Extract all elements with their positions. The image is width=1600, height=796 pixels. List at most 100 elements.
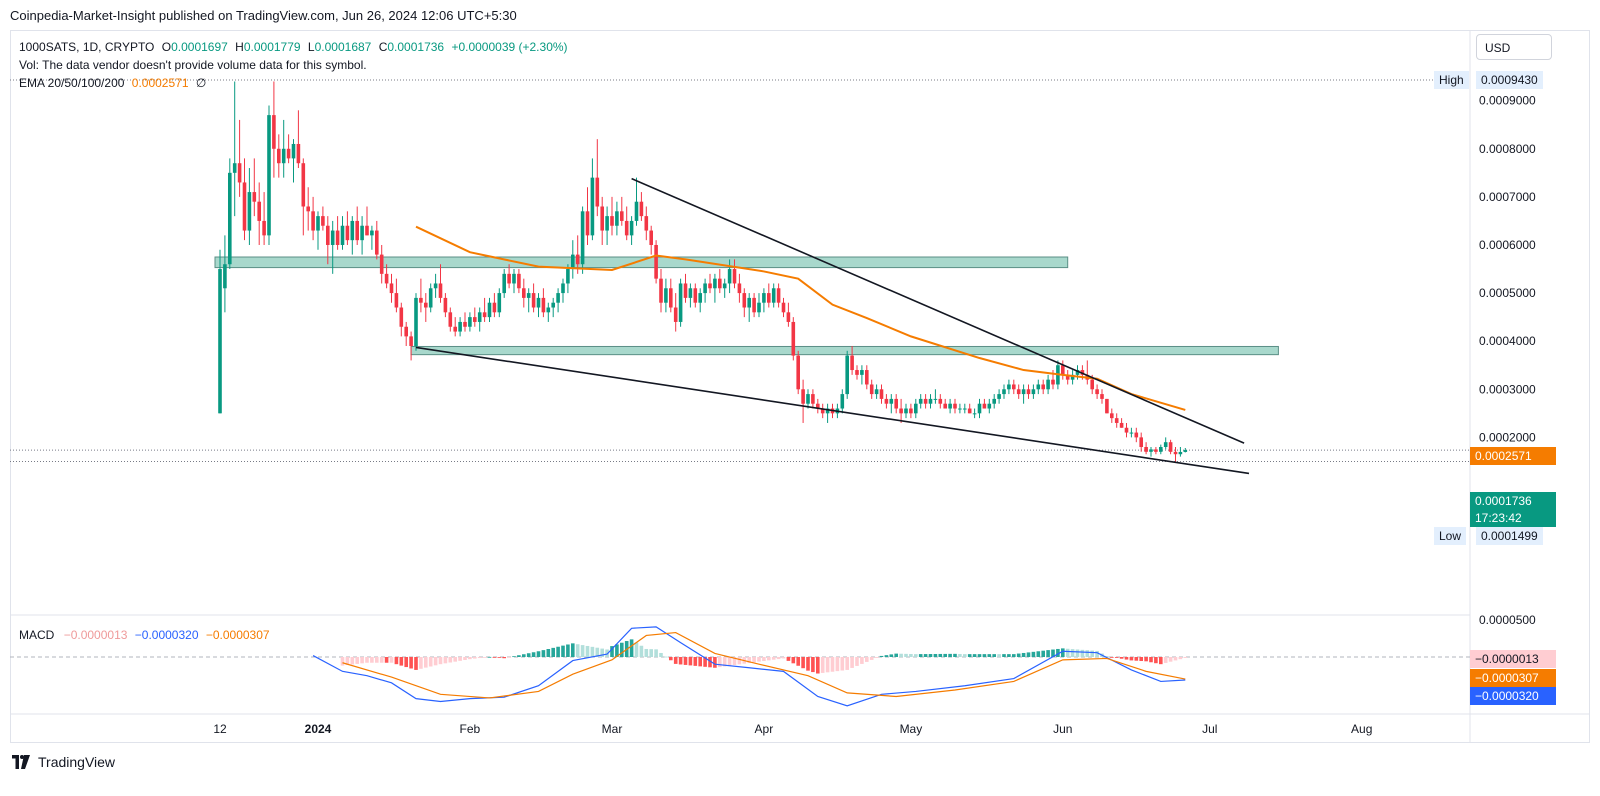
wedge-trendline (415, 346, 1250, 475)
macd-histogram-bar (1168, 657, 1173, 662)
candle-body (639, 201, 644, 217)
currency-button[interactable]: USD (1476, 34, 1552, 60)
macd-histogram-bar (399, 657, 404, 666)
macd-histogram-bar (1183, 657, 1188, 658)
ema-value: 0.0002571 (131, 76, 189, 90)
candle-body (1075, 370, 1080, 375)
macd-histogram-bar (419, 657, 423, 669)
macd-histogram-bar (497, 657, 502, 658)
macd-histogram-bar (855, 657, 859, 666)
chart-frame (10, 30, 1590, 743)
candle-body (953, 403, 957, 409)
macd-histogram-bar (541, 650, 546, 657)
macd-histogram-bar (556, 646, 560, 657)
candle-body (286, 148, 291, 159)
macd-histogram-bar (1065, 648, 1070, 657)
macd-histogram-bar (757, 657, 761, 662)
candle-body (1163, 442, 1168, 448)
candle-body (1134, 432, 1139, 438)
macd-histogram-bar (448, 657, 453, 663)
macd-histogram-bar (654, 649, 658, 657)
countdown-tag: 17:23:42 (1470, 509, 1556, 527)
time-axis-tick: Jul (1202, 722, 1217, 736)
candle-body (1173, 451, 1178, 455)
candle-body (571, 254, 575, 270)
candle-body (360, 225, 364, 241)
macd-histogram-bar (703, 657, 707, 667)
macd-histogram-bar (786, 657, 791, 661)
macd-histogram-bar (678, 657, 683, 665)
candle-body (1016, 389, 1021, 395)
candle-body (713, 278, 717, 289)
macd-histogram-bar (463, 657, 467, 660)
macd-histogram-bar (923, 654, 928, 657)
candle-body (546, 307, 551, 313)
publish-line: Coinpedia-Market-Insight published on Tr… (10, 8, 517, 23)
ema-label[interactable]: EMA 20/50/100/200 (19, 76, 125, 90)
candle-body (982, 403, 987, 409)
candle-body (977, 403, 982, 414)
macd-histogram-bar (1075, 649, 1080, 657)
macd-histogram-bar (379, 657, 384, 663)
macd-histogram-bar (1110, 657, 1114, 658)
macd-histogram-bar (600, 648, 604, 657)
candle-body (620, 211, 624, 221)
candle-body (972, 413, 977, 415)
candle-body (590, 177, 595, 236)
macd-histogram-bar (693, 657, 698, 666)
macd-histogram-bar (345, 657, 350, 666)
candle-body (458, 321, 462, 332)
macd-histogram-bar (835, 657, 840, 672)
ema-legend[interactable]: EMA 20/50/100/200 0.0002571 ∅ (19, 76, 206, 90)
time-axis-tick: Jun (1053, 722, 1072, 736)
candle-body (644, 216, 649, 231)
macd-histogram-bar (865, 657, 869, 662)
macd-histogram-bar (1021, 652, 1026, 657)
candle-body (340, 225, 345, 245)
macd-histogram-bar (771, 657, 776, 660)
candle-body (806, 394, 810, 404)
candle-body (345, 225, 350, 241)
footer[interactable]: TradingView (10, 752, 115, 772)
ema-empty-value: ∅ (195, 76, 207, 90)
macd-label[interactable]: MACD (19, 628, 55, 642)
macd-histogram-bar (899, 653, 903, 657)
candle-body (967, 408, 972, 414)
candle-body (776, 288, 781, 303)
macd-histogram-bar (791, 657, 796, 664)
macd-histogram-bar (1144, 657, 1148, 662)
macd-histogram-value: −0.0000013 (63, 628, 128, 642)
macd-histogram-bar (546, 648, 551, 657)
candle-body (678, 283, 683, 322)
macd-histogram-bar (1041, 650, 1045, 657)
macd-histogram-bar (1085, 650, 1090, 657)
price-axis-tick: 0.0007000 (1479, 190, 1536, 204)
macd-legend[interactable]: MACD −0.0000013 −0.0000320 −0.0000307 (19, 628, 270, 642)
candle-body (654, 244, 658, 279)
macd-signal-value: −0.0000307 (205, 628, 270, 642)
macd-histogram-bar (1124, 657, 1129, 660)
candle-body (335, 230, 340, 245)
candle-body (306, 206, 310, 212)
macd-histogram-bar (389, 657, 394, 663)
macd-histogram-bar (820, 657, 825, 673)
symbol-legend[interactable]: 1000SATS, 1D, CRYPTO O0.0001697 H0.00017… (19, 40, 568, 54)
candle-body (375, 230, 379, 255)
macd-histogram-bar (967, 654, 972, 657)
candle-body (531, 293, 536, 308)
low-value: 0.0001687 (314, 40, 372, 54)
candle-body (1105, 398, 1109, 414)
candle-body (820, 408, 825, 414)
candle-body (781, 302, 786, 313)
macd-histogram-bar (507, 657, 511, 658)
macd-histogram-bar (982, 654, 987, 657)
macd-histogram-bar (1149, 657, 1153, 663)
macd-histogram-bar (688, 657, 693, 666)
symbol-name[interactable]: 1000SATS, 1D, CRYPTO (19, 40, 155, 54)
candle-body (326, 225, 330, 245)
macd-histogram-bar (830, 657, 835, 672)
macd-histogram-bar (673, 657, 678, 664)
time-axis-tick: 2024 (305, 722, 332, 736)
macd-histogram-bar (551, 647, 555, 657)
